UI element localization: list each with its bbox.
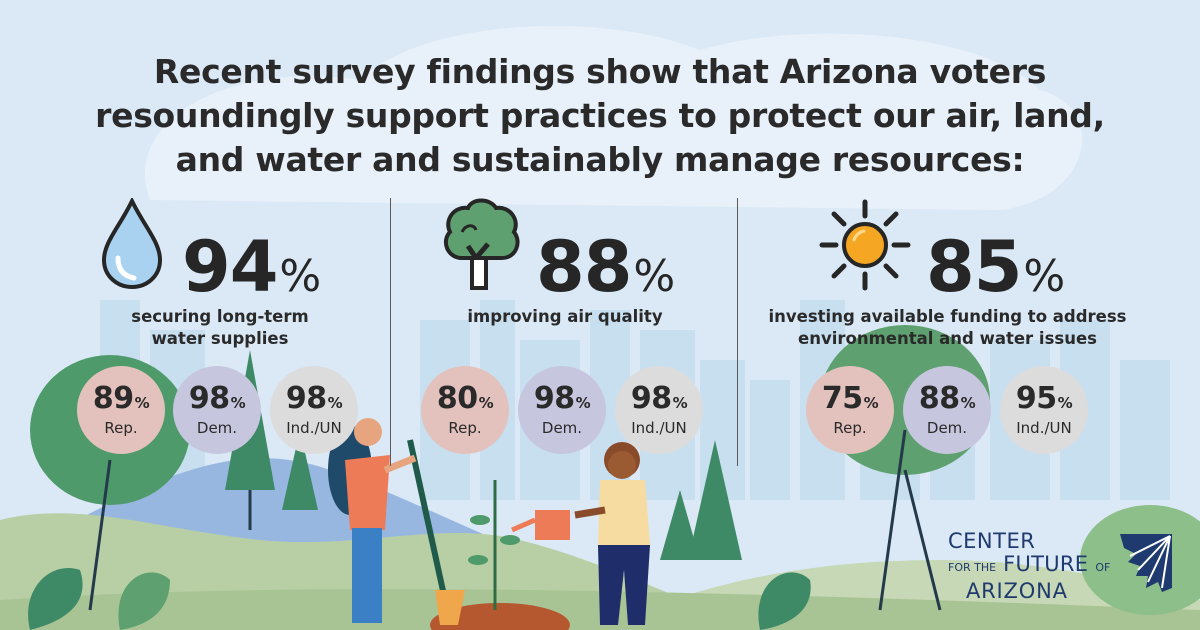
party-number: 80 (436, 381, 478, 416)
party-value: 98% (270, 383, 358, 419)
sun-icon (819, 199, 911, 291)
party-label: Dem. (926, 419, 968, 437)
party-label: Rep. (448, 419, 482, 437)
party-number: 75 (821, 381, 863, 416)
woman-with-shovel (328, 418, 465, 625)
leaf-cluster (118, 572, 170, 630)
party-value: 98% (173, 383, 261, 419)
party-value: 95% (1000, 383, 1088, 419)
logo-line: ARIZONA (966, 579, 1068, 603)
child-with-watering-can (511, 442, 650, 625)
percent-sign: % (134, 394, 150, 412)
logo-big-text: FUTURE (1003, 552, 1089, 576)
headline-line: resoundingly support practices to protec… (95, 96, 1105, 135)
ind-circle: 98% Ind./UN (270, 366, 358, 454)
column-divider (737, 198, 738, 466)
percent-sign: % (279, 251, 322, 302)
stat-description-line: securing long-term (131, 307, 309, 326)
stat-description: improving air quality (420, 306, 710, 328)
dem-circle: 88% Dem. (903, 366, 991, 454)
logo-line: CENTER (948, 529, 1036, 553)
party-label: Dem. (196, 419, 238, 437)
watering-can (535, 510, 570, 540)
party-number: 98 (533, 381, 575, 416)
party-number: 98 (285, 381, 327, 416)
dirt-mound (430, 603, 570, 630)
ind-circle: 95% Ind./UN (1000, 366, 1088, 454)
percent-sign: % (633, 251, 676, 302)
party-value: 88% (903, 383, 991, 419)
stat-description-line: improving air quality (467, 307, 663, 326)
stat-value: 85% (926, 232, 1065, 302)
party-value: 98% (518, 383, 606, 419)
pine-tree (660, 490, 700, 560)
ind-circle: 98% Ind./UN (615, 366, 703, 454)
pine-tree (282, 430, 318, 510)
party-label: Rep. (104, 419, 138, 437)
percent-sign: % (672, 394, 688, 412)
rep-circle: 89% Rep. (77, 366, 165, 454)
stat-description-line: water supplies (151, 329, 289, 348)
stat-number: 88 (536, 226, 632, 308)
dem-circle: 98% Dem. (173, 366, 261, 454)
party-label: Ind./UN (1016, 419, 1072, 437)
stat-description-line: environmental and water issues (798, 329, 1097, 348)
percent-sign: % (1023, 251, 1066, 302)
party-value: 80% (421, 383, 509, 419)
cloud-shape (145, 25, 1083, 210)
column-divider (390, 198, 391, 466)
percent-sign: % (575, 394, 591, 412)
stat-value: 88% (536, 232, 675, 302)
organization-logo: CENTER FOR THE FUTURE OF ARIZONA (948, 530, 1110, 602)
percent-sign: % (1057, 394, 1073, 412)
party-number: 98 (188, 381, 230, 416)
leaf-cluster (28, 568, 83, 630)
stat-description: securing long-term water supplies (80, 306, 360, 350)
stat-description-line: investing available funding to address (768, 307, 1127, 326)
logo-small-text: OF (1095, 561, 1111, 574)
percent-sign: % (960, 394, 976, 412)
rep-circle: 75% Rep. (806, 366, 894, 454)
water-drop-icon (101, 198, 163, 290)
stat-value: 94% (182, 232, 321, 302)
party-value: 89% (77, 383, 165, 419)
logo-mark-icon (1120, 534, 1172, 592)
party-value: 98% (615, 383, 703, 419)
party-label: Rep. (833, 419, 867, 437)
percent-sign: % (327, 394, 343, 412)
headline: Recent survey findings show that Arizona… (60, 50, 1140, 182)
logo-small-text: FOR THE (948, 561, 997, 574)
rep-circle: 80% Rep. (421, 366, 509, 454)
percent-sign: % (230, 394, 246, 412)
headline-line: and water and sustainably manage resourc… (175, 140, 1025, 179)
party-number: 88 (918, 381, 960, 416)
percent-sign: % (863, 394, 879, 412)
stat-number: 85 (926, 226, 1022, 308)
party-label: Ind./UN (631, 419, 687, 437)
stat-description: investing available funding to address e… (755, 306, 1140, 350)
headline-line: Recent survey findings show that Arizona… (153, 52, 1047, 91)
party-number: 89 (92, 381, 134, 416)
party-value: 75% (806, 383, 894, 419)
pine-tree (688, 440, 742, 560)
stat-number: 94 (182, 226, 278, 308)
party-label: Dem. (541, 419, 583, 437)
party-number: 98 (630, 381, 672, 416)
logo-line: FOR THE FUTURE OF (948, 552, 1110, 580)
percent-sign: % (478, 394, 494, 412)
party-number: 95 (1015, 381, 1057, 416)
leaf-cluster (758, 572, 811, 630)
tree-icon (443, 198, 520, 290)
party-label: Ind./UN (286, 419, 342, 437)
dem-circle: 98% Dem. (518, 366, 606, 454)
